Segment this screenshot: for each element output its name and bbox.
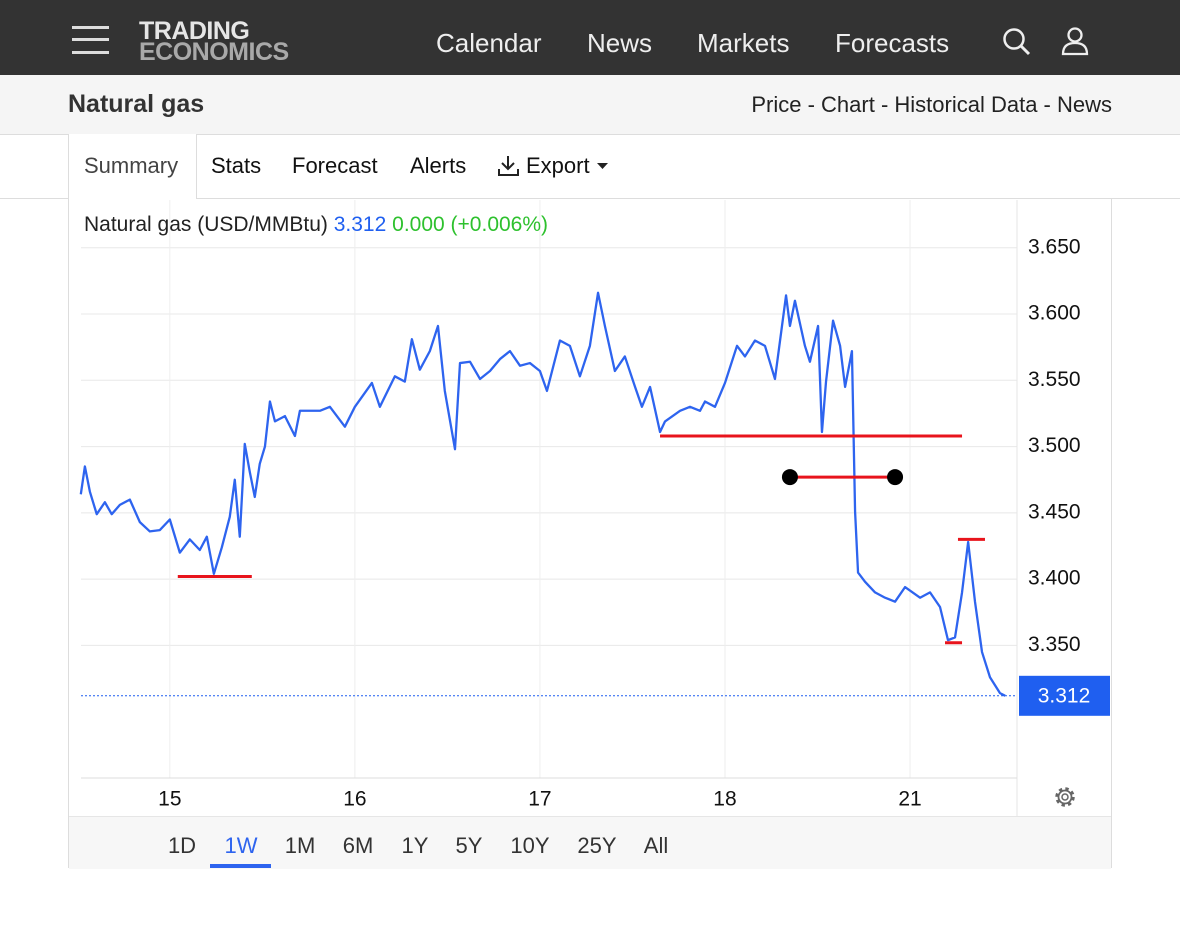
nav-link[interactable]: Markets bbox=[697, 28, 790, 58]
top-nav bbox=[0, 0, 1180, 75]
nav-link[interactable]: Forecasts bbox=[835, 28, 950, 58]
chart-title-row: Natural gas (USD/MMBtu) 3.312 0.000 (+0.… bbox=[84, 213, 548, 236]
sub-header bbox=[0, 75, 1180, 135]
tab-line bbox=[0, 198, 1180, 199]
logo-top[interactable]: TRADING bbox=[139, 17, 250, 45]
drawn-endpoint bbox=[781, 469, 798, 486]
drawn-endpoint bbox=[887, 469, 904, 486]
x-tick-label: 17 bbox=[528, 788, 551, 811]
last-price-label: 3.312 bbox=[1038, 684, 1091, 707]
range-button[interactable]: 1D bbox=[167, 833, 197, 858]
range-bar bbox=[69, 816, 1111, 869]
x-tick-label: 15 bbox=[158, 788, 181, 811]
nav-link[interactable]: News bbox=[587, 28, 653, 58]
range-button[interactable]: 10Y bbox=[510, 833, 550, 858]
y-tick-label: 3.600 bbox=[1028, 302, 1081, 325]
tab[interactable]: Forecast bbox=[292, 153, 378, 178]
page-title: Natural gas bbox=[68, 90, 205, 118]
tab[interactable]: Export bbox=[526, 153, 590, 178]
range-button[interactable]: 1W bbox=[224, 833, 258, 858]
logo-bottom[interactable]: ECONOMICS bbox=[139, 38, 289, 66]
range-button[interactable]: 5Y bbox=[455, 833, 483, 858]
x-tick-label: 18 bbox=[713, 788, 736, 811]
y-tick-label: 3.450 bbox=[1028, 500, 1081, 523]
last-price-box bbox=[1019, 675, 1110, 716]
nav-link[interactable]: Calendar bbox=[436, 28, 542, 58]
x-tick-label: 21 bbox=[898, 788, 921, 811]
menu-icon[interactable] bbox=[72, 26, 110, 56]
y-tick-label: 3.650 bbox=[1028, 235, 1081, 258]
last-price: 3.312 bbox=[334, 213, 387, 236]
change-pct: (+0.006%) bbox=[451, 213, 548, 236]
range-button[interactable]: 1Y bbox=[401, 833, 429, 858]
user-icon[interactable] bbox=[1061, 26, 1091, 56]
y-tick-label: 3.350 bbox=[1028, 633, 1081, 656]
range-button[interactable]: All bbox=[643, 833, 669, 858]
range-button[interactable]: 6M bbox=[342, 833, 374, 858]
active-tab[interactable] bbox=[68, 134, 197, 199]
active-underline bbox=[210, 864, 271, 868]
y-tick-label: 3.500 bbox=[1028, 434, 1081, 457]
tab[interactable]: Stats bbox=[211, 153, 262, 178]
settings-icon[interactable] bbox=[1055, 787, 1075, 807]
tab[interactable]: Alerts bbox=[410, 153, 467, 178]
dropdown-caret[interactable] bbox=[596, 161, 610, 171]
search-icon[interactable] bbox=[1002, 27, 1032, 57]
x-tick-label: 16 bbox=[343, 788, 366, 811]
y-tick-label: 3.400 bbox=[1028, 567, 1081, 590]
y-tick-label: 3.550 bbox=[1028, 368, 1081, 391]
range-button[interactable]: 25Y bbox=[577, 833, 617, 858]
change: 0.000 bbox=[392, 213, 445, 236]
range-button[interactable]: 1M bbox=[284, 833, 316, 858]
price-line bbox=[79, 291, 1006, 697]
download-icon[interactable] bbox=[497, 154, 521, 178]
sub-links[interactable]: Price - Chart - Historical Data - News bbox=[751, 92, 1112, 117]
chart-title: Natural gas (USD/MMBtu) bbox=[84, 213, 328, 236]
tab[interactable]: Summary bbox=[84, 153, 179, 178]
